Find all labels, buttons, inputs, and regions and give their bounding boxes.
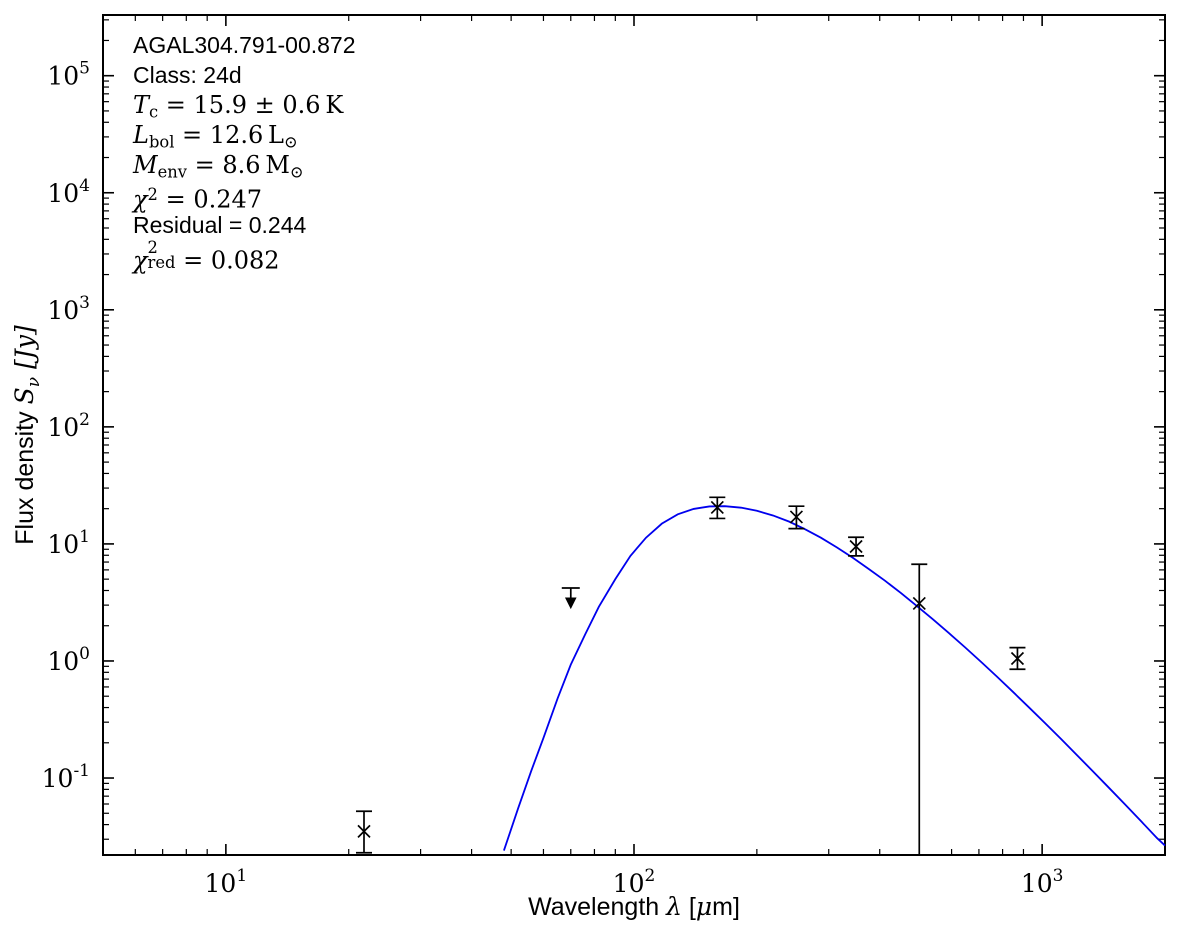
chi2-symbol: χ: [133, 185, 148, 214]
chi2-red-subscript: red: [147, 253, 176, 273]
temperature-label: Tc = 15.9 ± 0.6 K: [133, 91, 344, 122]
mass-value: 8.6: [222, 151, 261, 179]
y-tick-label-6: 105: [47, 59, 90, 91]
chi2-red-scripts: 2 red: [147, 237, 176, 273]
class-label: Class: 24d: [133, 62, 242, 88]
data-point: [788, 505, 805, 530]
chi2-label: χ2 = 0.247: [133, 185, 263, 214]
y-axis-label: Flux density Sν [Jy]: [10, 325, 44, 545]
model-fit-curve: [503, 505, 1166, 851]
y-tick-label-0: 10-1: [42, 761, 90, 793]
axis-labels: Wavelength λ [μm] Flux density Sν [Jy]: [10, 325, 740, 921]
y-tick-label-3: 102: [47, 410, 90, 442]
luminosity-unit: L: [268, 121, 284, 149]
x-tick-label-1: 102: [613, 866, 656, 898]
temperature-subscript: c: [149, 102, 159, 122]
annotation-block: AGAL304.791-00.872 Class: 24d Tc = 15.9 …: [133, 30, 553, 275]
upper-limit-arrow-icon: [561, 587, 580, 610]
y-tick-label-1: 100: [47, 644, 90, 676]
data-point: [1009, 646, 1026, 671]
data-point: [709, 496, 726, 520]
y-tick-label-5: 104: [47, 176, 90, 208]
chi2-red-label: χ 2 red = 0.082: [133, 237, 280, 275]
luminosity-symbol: L: [133, 121, 149, 149]
y-axis-ticks: [103, 19, 1165, 840]
data-point: [848, 536, 865, 557]
mass-label: Menv = 8.6 M⊙: [133, 151, 304, 182]
mass-unit: M: [265, 151, 290, 179]
x-tick-label-0: 101: [205, 866, 248, 898]
x-tick-label-2: 103: [1021, 866, 1064, 898]
chi2-red-superscript: 2: [147, 237, 158, 257]
mass-symbol: M: [133, 151, 158, 179]
data-point: [355, 810, 372, 854]
temperature-value: 15.9: [193, 91, 247, 119]
residual-value: 0.244: [248, 212, 307, 238]
temperature-error: 0.6: [282, 91, 321, 119]
data-point: [911, 563, 928, 855]
chi2-red-symbol: χ: [133, 246, 148, 275]
data-points: [355, 496, 1026, 855]
sun-symbol-icon-mass: ⊙: [289, 162, 304, 182]
mass-subscript: env: [157, 162, 187, 182]
x-axis-label: Wavelength λ [μm]: [528, 892, 740, 921]
chi2-value: 0.247: [193, 185, 263, 214]
residual-label: Residual = 0.244: [133, 212, 307, 238]
x-tick-labels: 101 102 103: [205, 866, 1064, 898]
model-curve: [503, 505, 1166, 851]
y-tick-labels: 10-1 100 101 102 103 104 105: [42, 59, 90, 793]
residual-text: Residual: [133, 212, 223, 238]
luminosity-label: Lbol = 12.6 L⊙: [133, 121, 298, 152]
temperature-unit: K: [325, 91, 344, 119]
luminosity-value: 12.6: [209, 121, 264, 149]
source-name-label: AGAL304.791-00.872: [133, 32, 356, 58]
luminosity-subscript: bol: [148, 132, 175, 152]
y-tick-label-4: 103: [47, 293, 90, 325]
temperature-symbol: T: [133, 91, 150, 119]
y-tick-label-2: 101: [47, 527, 90, 559]
chi2-red-value: 0.082: [210, 246, 280, 275]
sun-symbol-icon: ⊙: [283, 132, 298, 152]
chi2-superscript: 2: [147, 185, 158, 204]
